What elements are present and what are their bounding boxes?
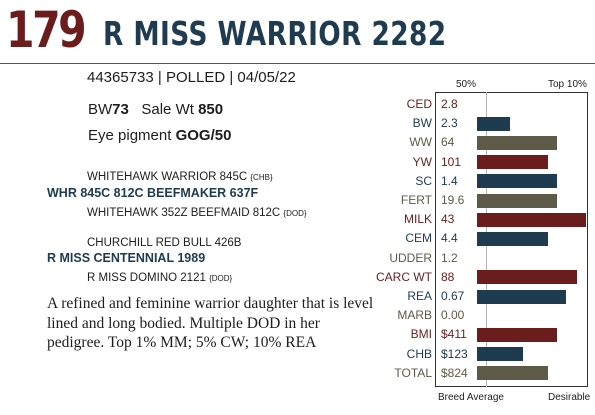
trait-value: 1.4 — [441, 173, 458, 188]
trait-label: CED — [406, 97, 432, 111]
eye-pigment-value: GOG/50 — [175, 127, 232, 144]
trait-value: $411 — [441, 327, 467, 342]
bw-value: 73 — [112, 101, 129, 118]
trait-value: 0.00 — [441, 308, 465, 323]
trait-label: TOTAL — [394, 365, 432, 380]
trait-value: 43 — [441, 212, 455, 227]
trait-label: WW — [409, 135, 432, 150]
trait-bar — [477, 231, 548, 246]
epd-chart-frame — [435, 92, 588, 387]
dam-sire: CHURCHILL RED BULL 426B — [87, 237, 242, 249]
trait-value: 2.8 — [441, 97, 458, 111]
trait-bar — [477, 270, 577, 285]
trait-label: MILK — [403, 212, 432, 227]
registration-line: 44365733 | POLLED | 04/05/22 — [87, 69, 296, 86]
trait-bar — [477, 135, 557, 150]
trait-bar — [477, 193, 557, 208]
chart-footer-left: Breed Average — [438, 392, 504, 403]
dam: R MISS CENTENNIAL 1989 — [47, 251, 206, 265]
trait-bar — [477, 327, 557, 342]
trait-value: $824 — [441, 365, 468, 380]
chart-header-left: 50% — [456, 79, 477, 90]
trait-value: 2.3 — [441, 116, 458, 131]
trait-bar — [477, 155, 548, 170]
sire-sire: WHITEHAWK WARRIOR 845C {CHB} — [87, 171, 273, 183]
trait-value: 4.4 — [441, 231, 458, 246]
trait-label: REA — [407, 289, 432, 303]
chart-header-right: Top 10% — [548, 79, 587, 90]
description: A refined and feminine warrior daughter … — [47, 295, 374, 351]
trait-bar — [477, 366, 548, 381]
trait-value: 101 — [441, 154, 462, 169]
trait-bar — [477, 347, 523, 362]
trait-label: MARB — [397, 308, 432, 323]
trait-value: 0.67 — [441, 289, 465, 303]
trait-label: BMI — [410, 327, 432, 342]
dam-dam: R MISS DOMINO 2121 {DOD} — [87, 272, 233, 284]
trait-label: CHB — [406, 346, 432, 361]
weight-line: BW73 Sale Wt 850 — [88, 101, 223, 118]
bw-label: BW — [88, 101, 113, 118]
sire-dam: WHITEHAWK 352Z BEEFMAID 812C {DOD} — [87, 207, 307, 219]
animal-name: R MISS WARRIOR 2282 — [103, 14, 447, 53]
trait-label: FERT — [400, 193, 432, 207]
trait-label: CEM — [405, 231, 432, 246]
trait-value: 88 — [441, 269, 455, 284]
chart-footer-right: Desirable — [548, 392, 591, 403]
trait-value: 19.6 — [441, 193, 465, 207]
eye-pigment-line: Eye pigment GOG/50 — [88, 127, 231, 144]
trait-value: 64 — [441, 135, 455, 150]
trait-value: 1.2 — [441, 250, 458, 265]
sale-wt-label: Sale Wt — [141, 101, 194, 118]
trait-bar — [477, 174, 557, 189]
trait-label: SC — [415, 173, 432, 188]
trait-bar — [477, 212, 586, 227]
trait-value: $123 — [441, 346, 468, 361]
trait-label: YW — [412, 154, 432, 169]
trait-label: BW — [412, 116, 432, 131]
trait-bar — [477, 289, 566, 304]
trait-label: CARC WT — [376, 269, 432, 284]
sire: WHR 845C 812C BEEFMAKER 637F — [47, 186, 259, 200]
sale-wt-value: 850 — [198, 101, 224, 118]
lot-number: 179 — [6, 1, 87, 59]
header-divider — [0, 63, 595, 64]
trait-bar — [477, 116, 510, 131]
trait-label: UDDER — [389, 250, 432, 265]
eye-pigment-label: Eye pigment — [88, 127, 172, 144]
